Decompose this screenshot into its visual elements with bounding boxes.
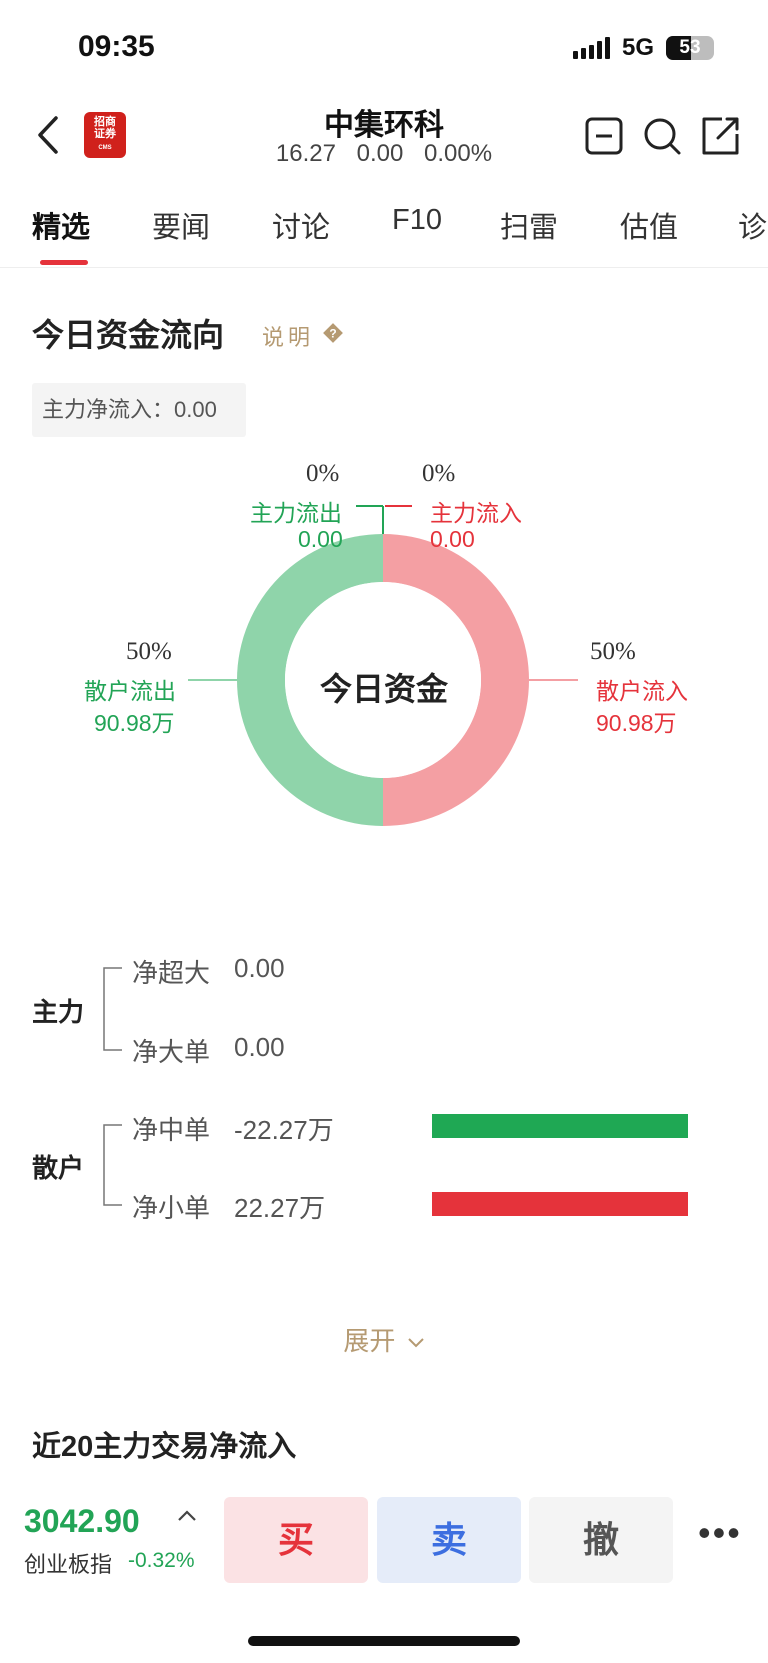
row-label-small: 净小单 [132,1193,211,1223]
index-change: -0.32% [128,1549,195,1572]
main-in-value: 0.00 [430,526,475,552]
chevron-down-icon [407,1338,424,1348]
row-value-super-large: 0.00 [234,953,285,983]
broker-logo: 招商 证券 CMS [84,112,126,158]
expand-label: 展开 [343,1326,396,1356]
divider [0,267,768,268]
status-indicators: 5G 53 [572,34,714,62]
tab-featured[interactable]: 精选 [32,212,91,244]
main-net-inflow: 主力净流入：0.00 [32,383,246,437]
svg-text:?: ? [329,327,336,341]
status-time: 09:35 [78,30,155,63]
more-icon[interactable]: ••• [698,1512,742,1553]
row-label-super-large: 净超大 [132,958,211,988]
tab-diagnosis[interactable]: 诊 [738,212,768,244]
retail-in-pct: 50% [590,638,636,665]
row-value-small: 22.27万 [234,1193,326,1223]
group-main: 主力 [32,997,85,1027]
section2-title: 近20主力交易净流入 [32,1431,297,1463]
chevron-up-icon[interactable] [176,1506,198,1526]
active-tab-indicator [40,260,88,265]
section-title: 今日资金流向 [32,317,225,353]
stock-quote: 16.27 0.00 0.00% [275,140,493,167]
bar-medium [432,1114,688,1138]
main-out-label: 主力流出 [250,500,342,526]
cancel-order-button[interactable]: 撤 [529,1497,673,1583]
search-icon[interactable] [642,116,682,156]
retail-out-label: 散户流出 [84,678,176,704]
group-retail: 散户 [32,1153,85,1183]
home-indicator[interactable] [248,1636,520,1646]
retail-in-value: 90.98万 [596,710,677,736]
stock-name: 中集环科 [324,109,444,142]
retail-in-label: 散户流入 [596,678,688,704]
sell-button[interactable]: 卖 [377,1497,521,1583]
minimize-icon[interactable] [584,116,624,156]
breakdown-brackets [103,967,122,1206]
main-out-value: 0.00 [298,526,343,552]
bar-small [432,1192,688,1216]
tab-discussion[interactable]: 讨论 [272,212,331,244]
donut-center-label: 今日资金 [319,671,448,707]
battery-level: 53 [679,37,701,58]
tab-valuation[interactable]: 估值 [620,212,679,244]
signal-icon [572,37,610,59]
row-value-large: 0.00 [234,1032,285,1062]
row-value-medium: -22.27万 [234,1115,334,1145]
retail-out-value: 90.98万 [94,710,175,736]
tab-bar: 精选 要闻 讨论 F10 扫雷 估值 诊 [0,204,768,264]
network-type: 5G [621,34,654,61]
share-icon[interactable] [700,116,740,156]
back-arrow-icon[interactable] [32,110,72,160]
index-name: 创业板指 [24,1552,113,1577]
buy-button[interactable]: 买 [224,1497,368,1583]
index-value[interactable]: 3042.90 [24,1503,140,1539]
tab-news[interactable]: 要闻 [152,212,211,244]
explain-link[interactable]: 说明 [262,325,315,350]
battery-icon: 53 [666,36,714,60]
donut-center [285,582,481,778]
expand-button[interactable]: 展开 [0,1321,768,1358]
row-label-medium: 净中单 [132,1115,211,1145]
retail-out-pct: 50% [126,638,172,665]
main-in-pct: 0% [422,460,456,487]
main-out-pct: 0% [306,460,340,487]
tab-f10[interactable]: F10 [392,204,442,236]
tab-risk-scan[interactable]: 扫雷 [500,212,559,244]
row-label-large: 净大单 [132,1037,211,1067]
help-icon[interactable]: ? [322,322,344,344]
main-in-label: 主力流入 [430,500,522,526]
